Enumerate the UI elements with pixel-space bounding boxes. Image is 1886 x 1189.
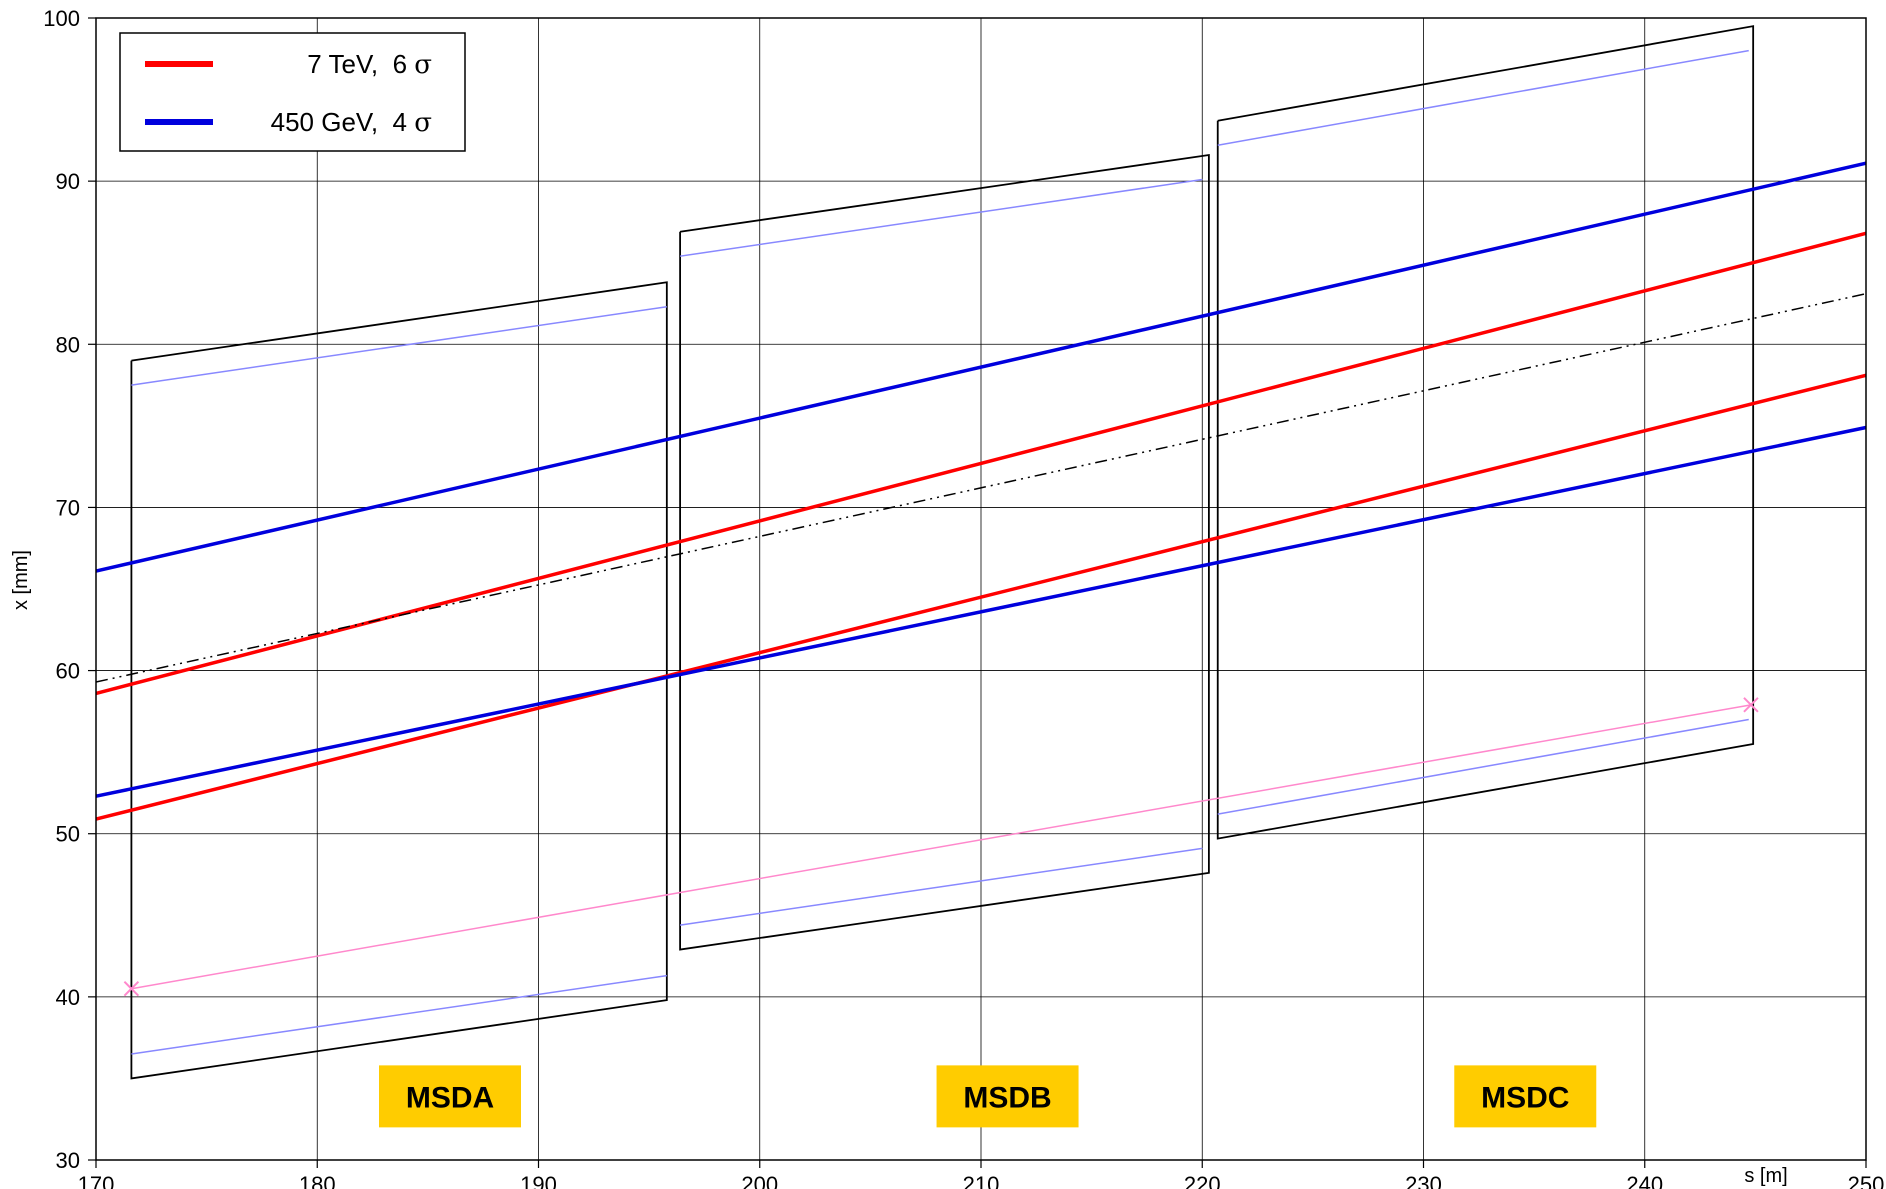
sigma-symbol: σ	[414, 108, 432, 138]
magnet-aperture-line	[131, 306, 667, 386]
series-marker	[123, 980, 140, 997]
series-line	[95, 231, 1867, 696]
y-tick-label: 30	[56, 1148, 80, 1173]
x-tick-label: 220	[1184, 1172, 1221, 1189]
sigma-symbol: σ	[414, 50, 432, 80]
series	[95, 161, 1867, 997]
x-axis-label: s [m]	[1744, 1165, 1787, 1187]
x-tick-label: 170	[78, 1172, 115, 1189]
magnet-label: MSDC	[1481, 1081, 1569, 1114]
y-axis-label: x [mm]	[10, 550, 32, 610]
series-line	[95, 292, 1867, 683]
x-tick-label: 180	[299, 1172, 336, 1189]
y-tick-label: 70	[56, 495, 80, 520]
magnets	[130, 25, 1755, 1080]
series-line	[131, 704, 1752, 990]
legend-box	[119, 32, 466, 152]
magnet-outline	[130, 281, 668, 1080]
y-tick-label: 100	[43, 6, 80, 31]
magnet-aperture-line	[131, 974, 667, 1055]
magnet-label-box	[1454, 1065, 1597, 1128]
y-tick-label: 90	[56, 169, 80, 194]
x-tick-label: 250	[1848, 1172, 1885, 1189]
series-line	[95, 373, 1867, 821]
magnet-outline	[1216, 25, 1755, 840]
magnet-aperture-line	[1217, 718, 1749, 815]
tick-labels: 170 180 190 200 210 220 230 240 250 30 40 50 60 70 80 9…	[43, 6, 1884, 1189]
x-tick-label: 230	[1405, 1172, 1442, 1189]
y-tick-label: 80	[56, 332, 80, 357]
x-tick-label: 240	[1626, 1172, 1663, 1189]
legend-label-7tev: 7 TeV, 6 σ	[307, 49, 432, 80]
series-line	[95, 161, 1867, 573]
y-tick-label: 40	[56, 985, 80, 1010]
series-marker	[1743, 697, 1759, 713]
y-tick-label: 50	[56, 822, 80, 847]
magnet-label: MSDB	[963, 1081, 1051, 1114]
magnet-aperture-line	[1217, 49, 1749, 146]
magnet-labels: MSDA MSDB MSDC	[379, 1065, 1597, 1128]
x-tick-label: 200	[741, 1172, 778, 1189]
magnet-label-box	[379, 1065, 521, 1128]
magnet-aperture-line	[679, 178, 1203, 257]
magnet-label: MSDA	[406, 1081, 494, 1114]
legend: 7 TeV, 6 σ 450 GeV, 4 σ	[119, 32, 466, 152]
legend-label-450gev: 450 GeV, 4 σ	[271, 107, 432, 138]
series-line	[95, 425, 1867, 798]
x-tick-label: 210	[963, 1172, 1000, 1189]
x-tick-label: 190	[520, 1172, 557, 1189]
magnet-label-box	[936, 1065, 1079, 1128]
y-tick-label: 60	[56, 659, 80, 684]
magnet-outline	[679, 154, 1210, 951]
magnet-aperture-line	[679, 847, 1203, 926]
